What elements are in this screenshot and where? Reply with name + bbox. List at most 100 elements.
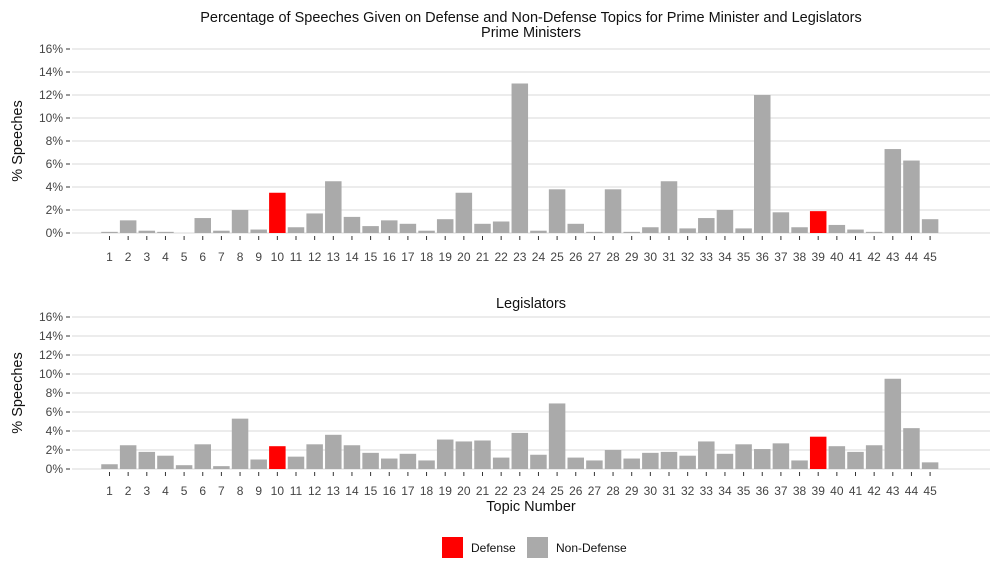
bar-topic-8	[231, 210, 249, 233]
y-tick-label: 0%	[46, 226, 64, 240]
x-tick-label: 45	[923, 250, 937, 264]
x-tick-label: 23	[513, 250, 527, 264]
x-tick-label: 7	[218, 250, 225, 264]
legend-swatch-defense	[442, 537, 463, 558]
bar-topic-20	[455, 192, 473, 233]
bar-topic-44	[903, 428, 920, 469]
y-tick-label: 12%	[39, 88, 63, 102]
bar-topic-15	[362, 226, 379, 233]
bar-topic-35	[735, 444, 752, 469]
x-tick-label: 21	[476, 250, 490, 264]
y-tick-label: 8%	[46, 134, 64, 148]
x-tick-label: 44	[905, 250, 919, 264]
bar-topic-17	[399, 223, 417, 233]
bar-topic-27	[586, 231, 603, 233]
x-tick-label: 27	[588, 484, 602, 498]
bar-topic-31	[660, 451, 678, 469]
y-tick-label: 8%	[46, 386, 64, 400]
bar-topic-19	[436, 219, 454, 233]
x-tick-label: 16	[383, 484, 397, 498]
bar-topic-45	[921, 219, 939, 233]
x-tick-label: 30	[644, 250, 658, 264]
legend-swatch-non-defense	[527, 537, 548, 558]
legend: Defense Non-Defense	[442, 537, 627, 558]
bar-topic-11	[287, 227, 305, 233]
x-tick-label: 12	[308, 250, 322, 264]
y-tick-label: 2%	[46, 443, 64, 457]
bar-topic-37	[772, 443, 790, 469]
x-tick-label: 4	[162, 250, 169, 264]
x-tick-label: 10	[271, 484, 285, 498]
legend-label-non-defense: Non-Defense	[556, 541, 627, 555]
bar-topic-35	[735, 228, 752, 233]
bar-topic-21	[474, 440, 491, 469]
bar-topic-29	[623, 231, 640, 233]
x-tick-label: 42	[867, 250, 881, 264]
bar-topic-44	[903, 160, 920, 233]
bar-topic-10	[269, 192, 286, 233]
bar-topic-18	[418, 460, 435, 469]
bar-topic-16	[381, 458, 398, 469]
bar-topic-43	[884, 149, 902, 233]
x-tick-label: 25	[550, 250, 564, 264]
x-tick-label: 43	[886, 484, 900, 498]
x-tick-label: 15	[364, 484, 378, 498]
x-tick-label: 39	[812, 484, 826, 498]
bar-topic-14	[343, 216, 361, 233]
x-tick-label: 15	[364, 250, 378, 264]
x-tick-label: 9	[255, 250, 262, 264]
x-tick-label: 14	[345, 484, 359, 498]
bar-topic-30	[642, 227, 659, 233]
x-tick-label: 3	[143, 250, 150, 264]
bar-topic-34	[716, 453, 734, 469]
bar-topic-12	[306, 444, 323, 469]
bar-topic-28	[604, 189, 622, 233]
x-tick-label: 32	[681, 250, 695, 264]
bar-topic-19	[436, 439, 454, 469]
bar-topic-2	[119, 220, 137, 233]
x-tick-label: 41	[849, 250, 863, 264]
panel-subtitle: Prime Ministers	[481, 25, 581, 41]
y-tick-label: 14%	[39, 329, 63, 343]
bar-topic-39	[809, 211, 827, 233]
y-tick-label: 0%	[46, 462, 64, 476]
x-tick-label: 2	[125, 250, 132, 264]
bar-topic-40	[828, 224, 846, 233]
bar-topic-45	[921, 462, 939, 469]
x-tick-label: 38	[793, 250, 807, 264]
x-tick-label: 31	[662, 484, 676, 498]
bar-topic-33	[698, 218, 715, 233]
x-tick-label: 5	[181, 250, 188, 264]
bar-topic-13	[325, 181, 342, 233]
x-tick-label: 29	[625, 484, 639, 498]
x-tick-label: 33	[700, 484, 714, 498]
bar-topic-25	[548, 189, 566, 233]
x-tick-label: 40	[830, 250, 844, 264]
x-tick-label: 35	[737, 484, 751, 498]
x-tick-label: 36	[756, 484, 770, 498]
bar-topic-41	[847, 229, 864, 233]
bar-topic-8	[231, 418, 249, 469]
x-tick-label: 13	[327, 250, 341, 264]
x-tick-label: 8	[237, 250, 244, 264]
x-tick-label: 39	[812, 250, 826, 264]
x-tick-label: 9	[255, 484, 262, 498]
bar-topic-32	[679, 455, 696, 469]
bar-topic-36	[754, 95, 771, 233]
x-tick-label: 4	[162, 484, 169, 498]
y-tick-label: 16%	[39, 42, 63, 56]
bar-topic-18	[418, 230, 435, 233]
x-tick-label: 37	[774, 484, 788, 498]
bar-topic-42	[865, 231, 883, 233]
x-tick-label: 1	[106, 484, 113, 498]
bar-topic-36	[754, 449, 771, 469]
bar-topic-5	[175, 465, 193, 469]
bar-topic-25	[548, 403, 566, 469]
x-tick-label: 16	[383, 250, 397, 264]
bar-topic-6	[194, 444, 211, 469]
x-tick-label: 26	[569, 250, 583, 264]
bar-topic-9	[250, 459, 267, 469]
x-tick-label: 5	[181, 484, 188, 498]
bar-topic-1	[101, 231, 118, 233]
